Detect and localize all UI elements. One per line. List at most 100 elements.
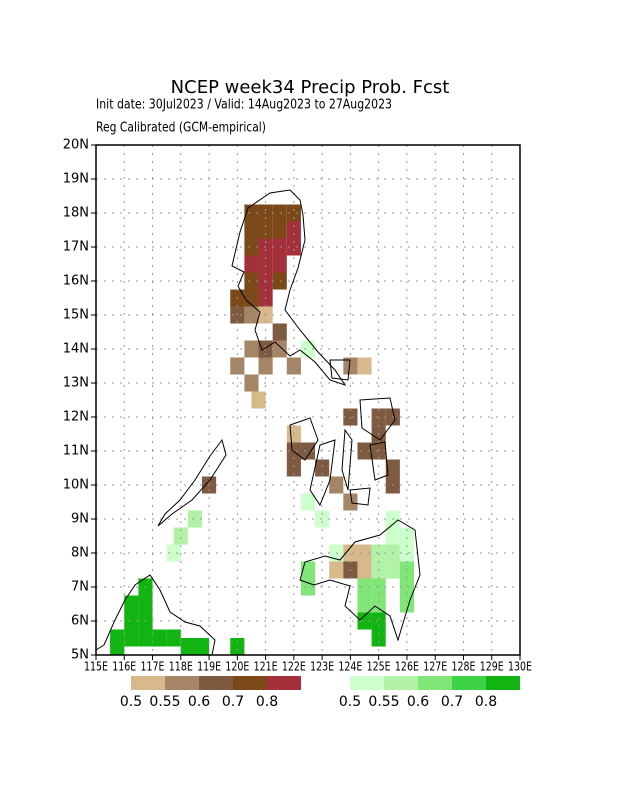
cell	[124, 612, 139, 630]
legend-swatch	[233, 676, 267, 690]
legend-swatch	[131, 676, 165, 690]
cell	[230, 638, 245, 655]
cell	[315, 459, 330, 477]
cell	[244, 340, 259, 358]
cell	[258, 221, 273, 239]
y-tick-label: 14N	[63, 342, 89, 357]
legend-swatch	[384, 676, 418, 690]
cell	[272, 340, 287, 358]
y-tick-label: 19N	[63, 172, 89, 187]
y-tick-label: 10N	[63, 478, 89, 493]
cell	[258, 255, 273, 273]
legend: 0.5 0.55 0.6 0.7 0.8 0.5 0.55 0.6 0.7 0.8	[120, 676, 520, 710]
subtitle: Reg Calibrated (GCM-empirical)	[96, 121, 266, 136]
legend-label: 0.6	[188, 694, 210, 710]
x-tick-label: 116E	[112, 660, 136, 674]
cell	[272, 272, 287, 290]
legend-swatch	[486, 676, 520, 690]
legend-swatch	[267, 676, 301, 690]
cell	[300, 578, 316, 596]
coastline	[95, 189, 421, 656]
cell	[357, 595, 372, 613]
cell	[272, 323, 287, 341]
cell	[244, 221, 259, 239]
coast	[299, 519, 421, 642]
coast	[349, 487, 371, 506]
cells	[110, 204, 414, 655]
cell	[357, 544, 372, 562]
coast	[329, 359, 351, 381]
title: NCEP week34 Precip Prob. Fcst	[171, 77, 450, 98]
y-tick-label: 9N	[71, 512, 89, 527]
cell	[166, 629, 181, 647]
coast	[369, 441, 389, 481]
cell	[244, 272, 259, 290]
cell	[138, 595, 153, 613]
cell	[286, 459, 301, 477]
legend-label: 0.7	[441, 694, 463, 710]
cell	[110, 638, 125, 655]
x-tick-label: 125E	[367, 660, 391, 674]
x-tick-label: 122E	[282, 660, 306, 674]
cell	[244, 289, 259, 307]
cell	[187, 510, 202, 528]
cell	[152, 629, 167, 647]
coast	[157, 438, 227, 527]
frame	[95, 144, 521, 656]
cell	[244, 374, 259, 392]
y-tick-label: 12N	[63, 410, 89, 425]
cell	[371, 629, 386, 647]
cell	[286, 238, 301, 256]
legend-label: 0.6	[407, 694, 429, 710]
x-tick-label: 123E	[310, 660, 334, 674]
x-tick-label: 119E	[197, 660, 221, 674]
x-tick-label: 129E	[480, 660, 504, 674]
cell	[244, 238, 259, 256]
y-tick-label: 11N	[63, 444, 89, 459]
coast	[289, 417, 319, 461]
y-tick-label: 13N	[63, 376, 89, 391]
x-tick-label: 124E	[338, 660, 362, 674]
cell	[180, 638, 195, 655]
cell	[371, 595, 386, 613]
cell	[251, 391, 266, 409]
legend-swatch	[350, 676, 384, 690]
x-tick-label: 130E	[508, 660, 532, 674]
cell	[166, 544, 181, 562]
legend-label: 0.5	[339, 694, 361, 710]
coast	[231, 189, 347, 386]
cell	[272, 238, 287, 256]
cell	[385, 459, 400, 477]
legend-swatch	[452, 676, 486, 690]
cell	[124, 595, 139, 613]
y-tick-label: 16N	[63, 274, 89, 289]
coast	[359, 397, 396, 441]
y-tick-label: 7N	[71, 580, 89, 595]
x-tick-label: 117E	[141, 660, 165, 674]
legend-label: 0.8	[475, 694, 497, 710]
subtitle: Init date: 30Jul2023 / Valid: 14Aug2023 …	[96, 98, 392, 113]
cell	[385, 527, 400, 545]
x-tick-label: 128E	[451, 660, 475, 674]
x-tick-label: 118E	[169, 660, 193, 674]
x-tick-label: 120E	[225, 660, 249, 674]
x-tick-label: 121E	[254, 660, 278, 674]
legend-swatch	[165, 676, 199, 690]
y-tick-label: 20N	[63, 138, 89, 153]
cell	[315, 510, 330, 528]
legend-label: 0.8	[256, 694, 278, 710]
cell	[300, 493, 316, 511]
cell	[194, 638, 210, 655]
legend-swatch	[199, 676, 233, 690]
coast	[95, 574, 216, 656]
y-tick-label: 8N	[71, 546, 89, 561]
cell	[357, 612, 372, 630]
cell	[286, 204, 301, 222]
cell	[286, 357, 301, 375]
cell	[357, 442, 372, 460]
cell	[300, 442, 316, 460]
coast	[309, 439, 336, 507]
cell	[124, 629, 139, 647]
cell	[230, 357, 245, 375]
